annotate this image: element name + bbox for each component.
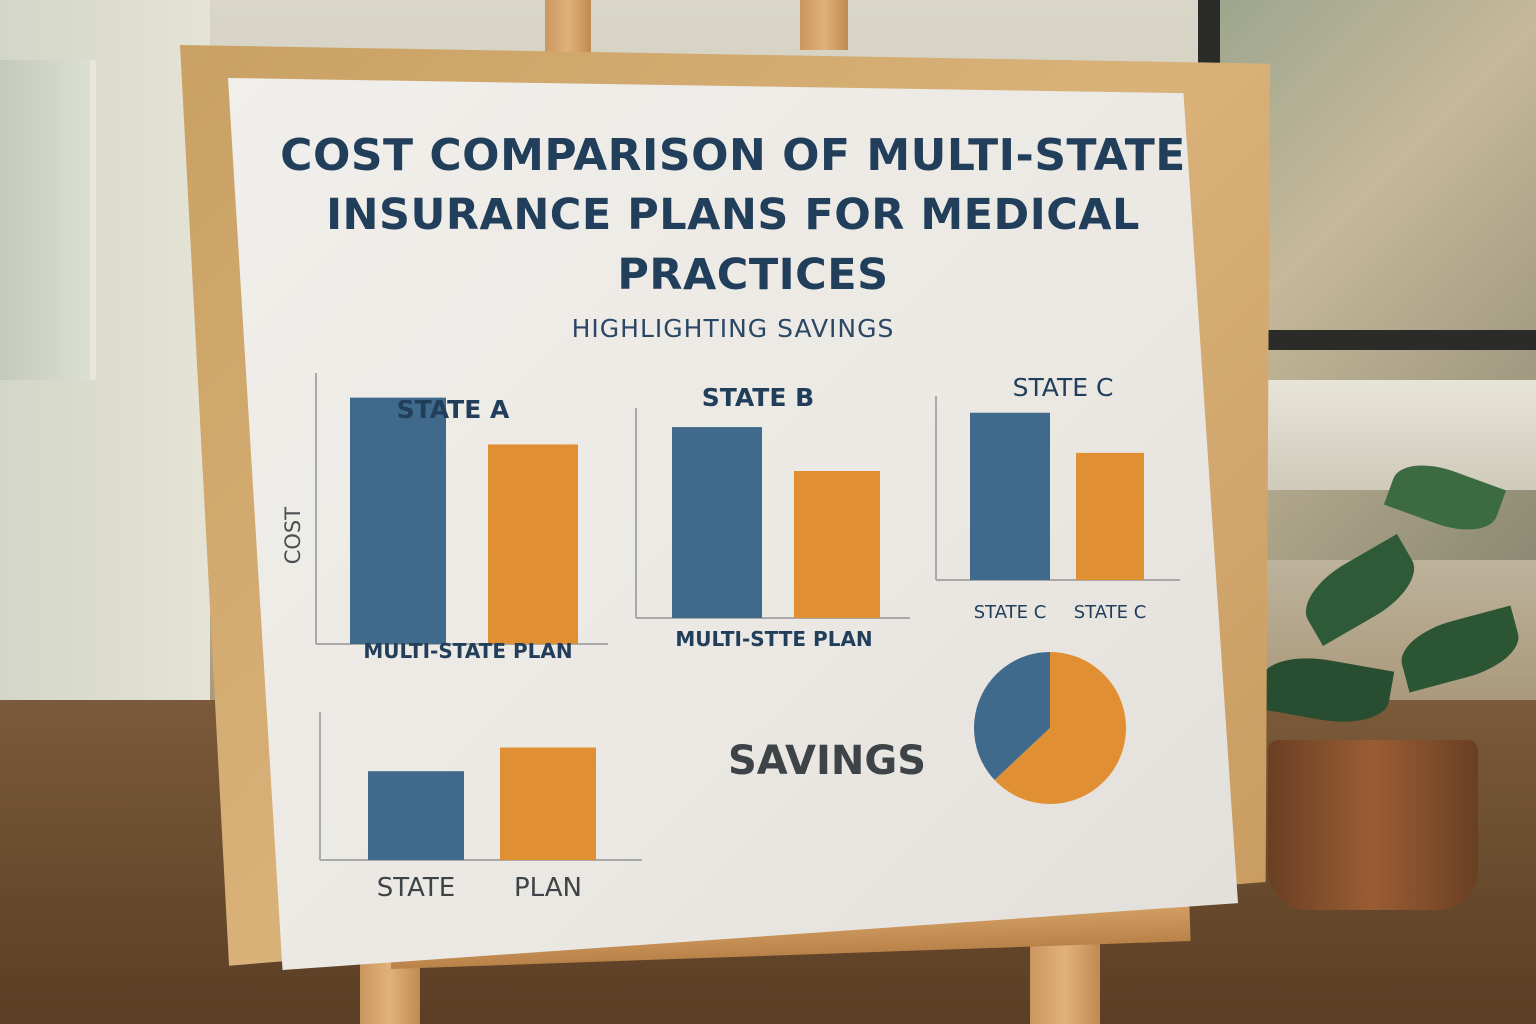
chart-title: STATE C (1013, 373, 1114, 402)
chart-title: STATE B (702, 383, 814, 412)
bar (500, 747, 596, 860)
bar (368, 771, 464, 860)
window-frame-crossbar (1198, 330, 1536, 350)
category-label: STATE C (974, 602, 1047, 623)
title-line-3: PRACTICES (617, 250, 889, 300)
bar (970, 412, 1050, 580)
category-label: STATE (377, 873, 455, 903)
category-label: PLAN (514, 873, 582, 903)
bar (488, 444, 578, 644)
title-line-1: COST COMPARISON OF MULTI-STATE (280, 130, 1186, 181)
left-window (0, 60, 96, 380)
savings-label: SAVINGS (728, 738, 927, 784)
easel-leg-right (800, 0, 848, 50)
plant-pot (1268, 740, 1478, 910)
easel-leg-left (545, 0, 591, 60)
bar (672, 427, 762, 618)
bar (1076, 452, 1144, 580)
bar (350, 397, 446, 644)
poster: COST COMPARISON OF MULTI-STATE INSURANCE… (228, 78, 1238, 970)
title-line-2: INSURANCE PLANS FOR MEDICAL (326, 190, 1140, 240)
charts-canvas: STATE A MULTI-STATE PLAN COST STATE B MULTI-… (281, 373, 1180, 903)
x-axis-label: MULTI-STATE PLAN (363, 639, 572, 663)
category-label: STATE C (1074, 602, 1147, 623)
x-axis-label: MULTI-STTE PLAN (675, 627, 872, 651)
pie-slice (974, 652, 1050, 781)
bar (794, 471, 880, 618)
pie-slice (994, 652, 1127, 804)
plant-leaf (1394, 605, 1526, 693)
y-axis-label: COST (281, 507, 305, 565)
subtitle: HIGHLIGHTING SAVINGS (571, 314, 895, 343)
easel-leg-bottom-left (360, 960, 420, 1024)
chart-title: STATE A (397, 395, 510, 424)
